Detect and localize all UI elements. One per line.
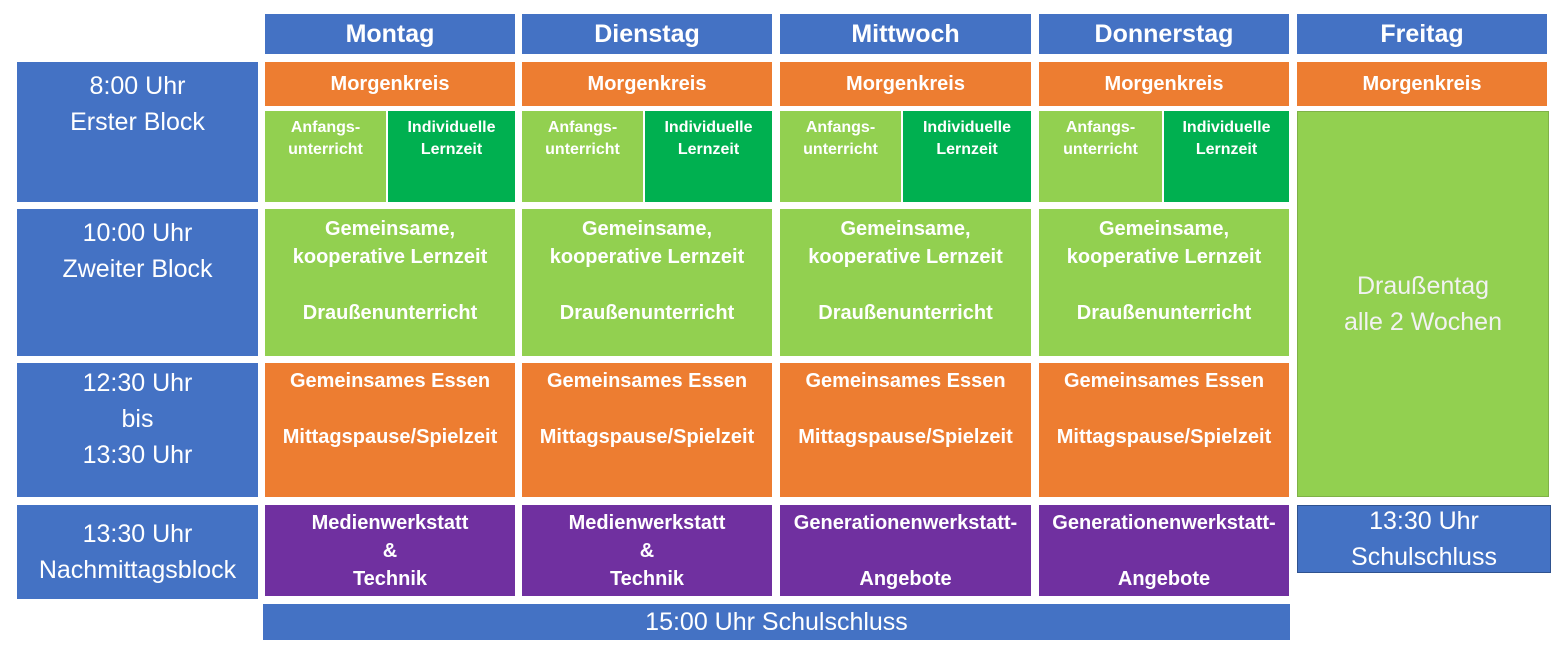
school-end-banner: 15:00 Uhr Schulschluss <box>263 604 1290 640</box>
anfangsunterricht-cell: Anfangs-unterricht <box>780 111 901 202</box>
block-label: Nachmittagsblock <box>38 556 237 584</box>
morgenkreis-cell: Morgenkreis <box>522 62 772 106</box>
lunch-cell: Gemeinsames Essen Mittagspause/Spielzeit <box>522 363 772 497</box>
time-block-afternoon: 13:30 Uhr Nachmittagsblock <box>17 505 258 599</box>
block-label: Zweiter Block <box>62 255 213 283</box>
day-header-freitag: Freitag <box>1297 14 1547 54</box>
lunch-cell: Gemeinsames Essen Mittagspause/Spielzeit <box>780 363 1031 497</box>
morgenkreis-cell: Morgenkreis <box>1297 62 1547 106</box>
afternoon-cell: Medienwerkstatt & Technik <box>522 505 772 596</box>
draussentag-cell: Draußentag alle 2 Wochen <box>1297 111 1549 497</box>
kooperative-lernzeit-cell: Gemeinsame, kooperative Lernzeit Draußenu… <box>780 209 1031 356</box>
kooperative-lernzeit-cell: Gemeinsame, kooperative Lernzeit Draußenu… <box>265 209 515 356</box>
individuelle-lernzeit-cell: Individuelle Lernzeit <box>388 111 515 202</box>
kooperative-lernzeit-cell: Gemeinsame, kooperative Lernzeit Draußenu… <box>1039 209 1289 356</box>
morgenkreis-cell: Morgenkreis <box>1039 62 1289 106</box>
day-header-donnerstag: Donnerstag <box>1039 14 1289 54</box>
individuelle-lernzeit-cell: Individuelle Lernzeit <box>645 111 772 202</box>
individuelle-lernzeit-cell: Individuelle Lernzeit <box>1164 111 1289 202</box>
time-label: 13:30 Uhr <box>82 520 193 548</box>
time-block-lunch: 12:30 Uhr bis 13:30 Uhr <box>17 363 258 497</box>
morgenkreis-cell: Morgenkreis <box>265 62 515 106</box>
lunch-cell: Gemeinsames Essen Mittagspause/Spielzeit <box>265 363 515 497</box>
lunch-cell: Gemeinsames Essen Mittagspause/Spielzeit <box>1039 363 1289 497</box>
individuelle-lernzeit-cell: Individuelle Lernzeit <box>903 111 1031 202</box>
afternoon-cell: Medienwerkstatt & Technik <box>265 505 515 596</box>
afternoon-cell: Generationenwerkstatt- Angebote <box>780 505 1031 596</box>
block-label: Erster Block <box>70 108 205 136</box>
friday-end-cell: 13:30 Uhr Schulschluss <box>1297 505 1551 573</box>
kooperative-lernzeit-cell: Gemeinsame, kooperative Lernzeit Draußenu… <box>522 209 772 356</box>
time-label: 10:00 Uhr <box>82 219 193 247</box>
time-block-second: 10:00 Uhr Zweiter Block <box>17 209 258 356</box>
anfangsunterricht-cell: Anfangs-unterricht <box>265 111 386 202</box>
anfangsunterricht-cell: Anfangs-unterricht <box>1039 111 1162 202</box>
time-label: 8:00 Uhr <box>89 72 186 100</box>
time-block-first: 8:00 Uhr Erster Block <box>17 62 258 202</box>
afternoon-cell: Generationenwerkstatt- Angebote <box>1039 505 1289 596</box>
morgenkreis-cell: Morgenkreis <box>780 62 1031 106</box>
day-header-montag: Montag <box>265 14 515 54</box>
time-label: 12:30 Uhr <box>82 369 193 397</box>
day-header-dienstag: Dienstag <box>522 14 772 54</box>
time-label: 13:30 Uhr <box>82 441 193 469</box>
day-header-mittwoch: Mittwoch <box>780 14 1031 54</box>
anfangsunterricht-cell: Anfangs-unterricht <box>522 111 643 202</box>
block-label: bis <box>121 405 154 433</box>
